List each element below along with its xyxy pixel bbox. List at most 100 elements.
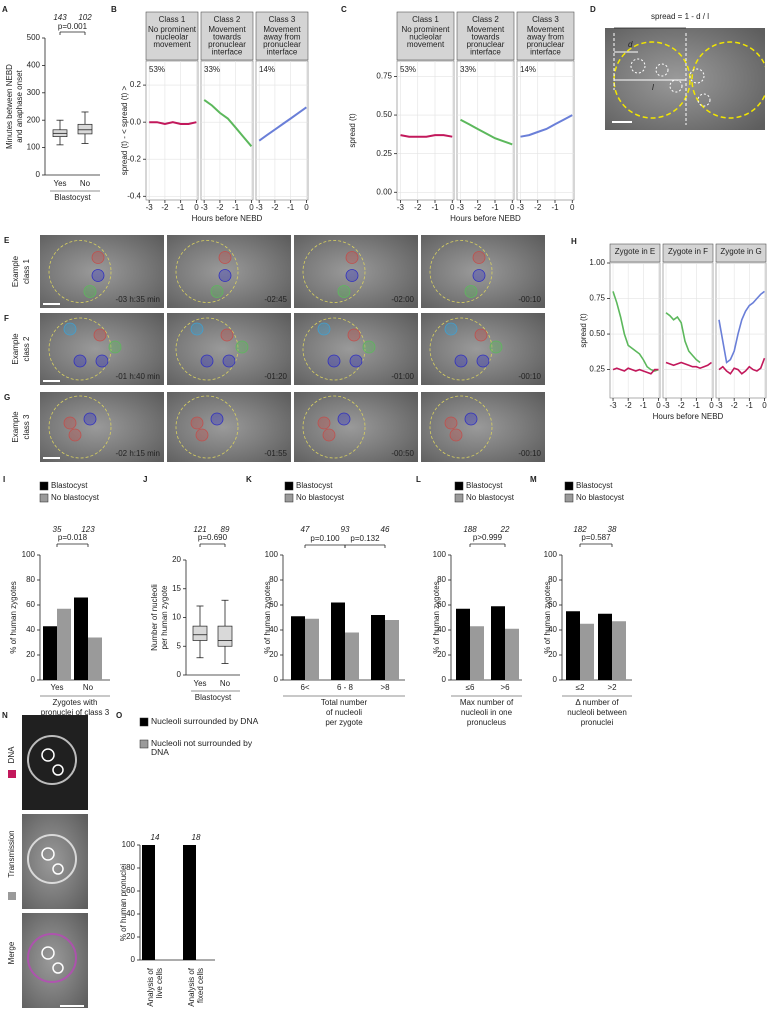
facet-percent: 33% bbox=[204, 65, 220, 74]
nucleolus-marker bbox=[362, 340, 376, 354]
channel-swatch bbox=[8, 892, 16, 900]
nucleolus-marker bbox=[63, 322, 77, 336]
x-tick-label: Yes bbox=[193, 679, 206, 688]
x-axis-title: Blastocyst bbox=[54, 193, 91, 202]
nucleolus-marker bbox=[345, 269, 359, 282]
plot-area bbox=[145, 60, 199, 201]
nucleolus-marker bbox=[63, 416, 77, 430]
nucleolus bbox=[52, 962, 64, 974]
x-axis-title: nucleoli in one bbox=[461, 708, 513, 717]
legend-label: Nucleoli not surrounded by DNA bbox=[151, 739, 253, 757]
y-tick-label: 80 bbox=[126, 863, 135, 872]
facet-subtitle: movement bbox=[153, 40, 191, 49]
legend-box: Nucleoli surrounded by DNA bbox=[151, 717, 258, 726]
p-value: p=0.018 bbox=[58, 533, 88, 542]
x-tick-label: ≤6 bbox=[466, 683, 475, 692]
nucleolus-marker bbox=[337, 285, 351, 298]
legend-label: No blastocyst bbox=[51, 493, 100, 502]
nucleus-outline bbox=[429, 317, 493, 381]
y-tick-label: 60 bbox=[126, 886, 135, 895]
x-axis-title: Hours before NEBD bbox=[450, 214, 521, 223]
y-tick-label: 40 bbox=[269, 625, 278, 634]
nucleolus-marker bbox=[73, 354, 87, 368]
x-tick-label: >8 bbox=[380, 683, 390, 692]
x-axis-title: pronuclei of class 3 bbox=[41, 708, 110, 717]
facet-subtitle: Movement bbox=[467, 25, 505, 34]
legend-swatch bbox=[284, 481, 294, 491]
y-tick-label: 0 bbox=[177, 670, 182, 679]
legend-label: Blastocyst bbox=[576, 481, 613, 490]
panel-letter: I bbox=[3, 475, 5, 484]
nucleus-outline bbox=[175, 395, 239, 459]
nucleolus-marker bbox=[222, 354, 236, 368]
bar bbox=[505, 628, 519, 680]
facet-subtitle: interface bbox=[267, 48, 298, 57]
p-value: p>0.999 bbox=[473, 533, 503, 542]
p-value: p=0.587 bbox=[581, 533, 611, 542]
mean-line bbox=[665, 361, 712, 370]
legend-swatch bbox=[39, 493, 49, 503]
x-axis-title: Hours before NEBD bbox=[653, 412, 724, 421]
timestamp: -02:00 bbox=[391, 295, 414, 304]
panel-letter: H bbox=[571, 237, 577, 246]
nucleolus-marker bbox=[95, 354, 109, 368]
bar bbox=[345, 632, 359, 680]
micrograph bbox=[22, 913, 88, 1008]
legend-swatch bbox=[284, 493, 294, 503]
x-tick-label: No bbox=[220, 679, 231, 688]
legend-swatch bbox=[564, 493, 574, 503]
micrograph bbox=[40, 392, 164, 462]
timestamp: -01:55 bbox=[264, 449, 287, 458]
legend-label: Blastocyst bbox=[51, 481, 88, 490]
nucleolus bbox=[52, 764, 64, 776]
nucleus-outline bbox=[302, 240, 366, 303]
bar bbox=[580, 623, 594, 680]
facet-header bbox=[516, 11, 575, 61]
channel-swatch bbox=[8, 770, 16, 778]
y-axis-title: per human zygote bbox=[160, 585, 169, 650]
y-tick-label: 40 bbox=[548, 625, 557, 634]
y-tick-label: 20 bbox=[26, 650, 35, 659]
timestamp: -01 h:40 min bbox=[116, 372, 160, 381]
y-tick-label: 60 bbox=[548, 600, 557, 609]
x-tick-label: fixed cells bbox=[196, 968, 205, 1003]
box bbox=[77, 123, 93, 135]
facet-subtitle: towards bbox=[213, 33, 241, 42]
facet-percent: 14% bbox=[259, 65, 275, 74]
x-tick-label: 6 - 8 bbox=[337, 683, 354, 692]
timestamp: -01:20 bbox=[264, 372, 287, 381]
timestamp: -00:10 bbox=[518, 449, 541, 458]
panel-letter: M bbox=[530, 475, 537, 484]
facet-subtitle: nucleolar bbox=[156, 33, 189, 42]
x-tick-label: 6< bbox=[300, 683, 309, 692]
x-tick-label: -3 bbox=[256, 203, 264, 212]
x-tick-label: -2 bbox=[271, 203, 279, 212]
n-label: 188 bbox=[463, 525, 477, 534]
legend-box: Nucleoli not surrounded by DNA bbox=[151, 739, 253, 757]
bar bbox=[305, 618, 319, 680]
micrograph bbox=[22, 715, 88, 810]
facet-title: Class 1 bbox=[412, 15, 439, 24]
x-tick-label: >6 bbox=[500, 683, 510, 692]
x-tick-label: -2 bbox=[414, 203, 422, 212]
plot-area bbox=[609, 262, 661, 399]
facet-subtitle: nucleolar bbox=[409, 33, 442, 42]
mean-line bbox=[258, 106, 307, 142]
y-tick-label: 80 bbox=[26, 575, 35, 584]
facet-header bbox=[662, 243, 714, 263]
legend-label: No blastocyst bbox=[576, 493, 625, 502]
nucleus-outline bbox=[48, 240, 112, 303]
x-tick-label: -1 bbox=[177, 203, 185, 212]
y-tick-label: 20 bbox=[437, 650, 446, 659]
micrograph bbox=[167, 313, 291, 385]
nucleolus-marker bbox=[464, 412, 478, 426]
x-tick-label: -2 bbox=[474, 203, 482, 212]
y-tick-label: -0.4 bbox=[127, 191, 141, 200]
facet-percent: 53% bbox=[400, 65, 416, 74]
panel-letter: D bbox=[590, 5, 596, 14]
y-tick-label: 0 bbox=[553, 675, 558, 684]
bar bbox=[88, 637, 102, 680]
facet-header bbox=[609, 243, 661, 263]
x-tick-label: 0 bbox=[656, 401, 661, 410]
legend-swatch bbox=[564, 481, 574, 491]
